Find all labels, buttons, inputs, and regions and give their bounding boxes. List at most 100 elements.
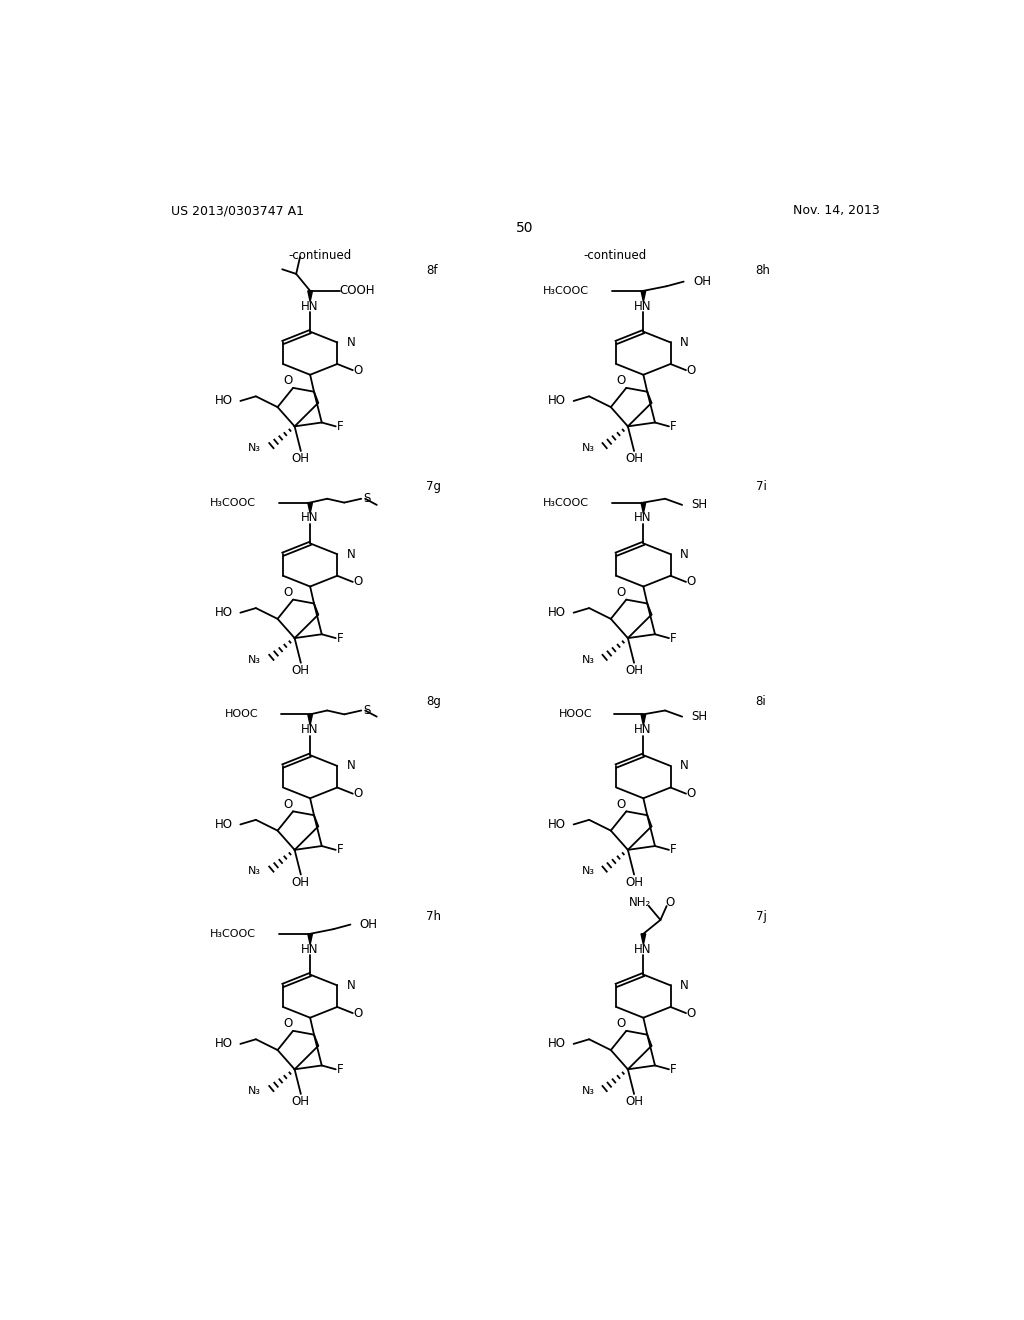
Text: O: O <box>353 363 362 376</box>
Text: S: S <box>364 704 371 717</box>
Text: O: O <box>616 586 626 599</box>
Text: N₃: N₃ <box>582 1086 595 1096</box>
Text: OH: OH <box>625 664 643 677</box>
Text: HO: HO <box>215 606 232 619</box>
Text: F: F <box>337 843 344 857</box>
Text: O: O <box>283 586 292 599</box>
Text: O: O <box>687 576 696 589</box>
Polygon shape <box>641 503 646 513</box>
Text: HN: HN <box>634 511 651 524</box>
Text: S: S <box>364 492 371 506</box>
Text: HN: HN <box>301 300 318 313</box>
Text: H₃COOC: H₃COOC <box>543 286 589 296</box>
Text: O: O <box>353 787 362 800</box>
Text: N: N <box>680 759 688 772</box>
Text: 50: 50 <box>516 220 534 235</box>
Text: HO: HO <box>215 1038 232 1051</box>
Text: OH: OH <box>359 917 378 931</box>
Text: N₃: N₃ <box>582 444 595 453</box>
Text: 8f: 8f <box>426 264 438 277</box>
Text: HOOC: HOOC <box>559 709 592 719</box>
Polygon shape <box>641 933 646 945</box>
Polygon shape <box>308 503 312 513</box>
Text: O: O <box>283 375 292 388</box>
Text: O: O <box>666 896 675 908</box>
Text: N: N <box>346 979 355 991</box>
Text: N₃: N₃ <box>248 655 261 665</box>
Text: O: O <box>283 1018 292 1031</box>
Text: H₃COOC: H₃COOC <box>210 929 256 939</box>
Text: 8i: 8i <box>756 694 767 708</box>
Text: F: F <box>671 631 677 644</box>
Text: N₃: N₃ <box>582 655 595 665</box>
Text: HO: HO <box>215 395 232 408</box>
Text: HO: HO <box>215 818 232 832</box>
Text: OH: OH <box>625 875 643 888</box>
Text: OH: OH <box>625 1096 643 1109</box>
Text: F: F <box>671 1063 677 1076</box>
Text: HO: HO <box>548 818 566 832</box>
Text: O: O <box>687 363 696 376</box>
Polygon shape <box>308 714 312 725</box>
Text: F: F <box>337 1063 344 1076</box>
Text: N: N <box>346 759 355 772</box>
Text: HN: HN <box>301 942 318 956</box>
Text: O: O <box>283 797 292 810</box>
Text: HN: HN <box>634 723 651 737</box>
Text: H₃COOC: H₃COOC <box>210 498 256 508</box>
Polygon shape <box>641 290 646 302</box>
Text: F: F <box>337 420 344 433</box>
Text: 7j: 7j <box>756 911 767 924</box>
Text: OH: OH <box>292 875 310 888</box>
Text: OH: OH <box>292 453 310 465</box>
Text: 8g: 8g <box>426 694 441 708</box>
Text: N: N <box>680 979 688 991</box>
Text: HO: HO <box>548 1038 566 1051</box>
Text: HO: HO <box>548 395 566 408</box>
Text: N₃: N₃ <box>582 866 595 876</box>
Text: O: O <box>616 1018 626 1031</box>
Text: F: F <box>671 420 677 433</box>
Text: COOH: COOH <box>339 284 375 297</box>
Text: O: O <box>353 1007 362 1019</box>
Text: HO: HO <box>548 606 566 619</box>
Text: O: O <box>687 1007 696 1019</box>
Text: HN: HN <box>634 300 651 313</box>
Text: N: N <box>680 548 688 561</box>
Text: -continued: -continued <box>289 249 352 261</box>
Text: HN: HN <box>301 511 318 524</box>
Text: O: O <box>687 787 696 800</box>
Text: 8h: 8h <box>756 264 771 277</box>
Text: OH: OH <box>693 275 711 288</box>
Text: NH₂: NH₂ <box>629 896 650 908</box>
Text: OH: OH <box>292 1096 310 1109</box>
Text: N₃: N₃ <box>248 444 261 453</box>
Text: O: O <box>616 375 626 388</box>
Text: HN: HN <box>301 723 318 737</box>
Text: N: N <box>346 335 355 348</box>
Text: N₃: N₃ <box>248 866 261 876</box>
Text: HOOC: HOOC <box>225 709 259 719</box>
Text: F: F <box>337 631 344 644</box>
Text: O: O <box>353 576 362 589</box>
Polygon shape <box>308 290 312 302</box>
Text: N₃: N₃ <box>248 1086 261 1096</box>
Text: 7i: 7i <box>756 480 767 492</box>
Text: 7h: 7h <box>426 911 441 924</box>
Text: SH: SH <box>691 499 708 511</box>
Text: N: N <box>346 548 355 561</box>
Text: N: N <box>680 335 688 348</box>
Text: US 2013/0303747 A1: US 2013/0303747 A1 <box>171 205 304 218</box>
Text: Nov. 14, 2013: Nov. 14, 2013 <box>793 205 880 218</box>
Text: O: O <box>616 797 626 810</box>
Text: HN: HN <box>634 942 651 956</box>
Text: H₃COOC: H₃COOC <box>543 498 589 508</box>
Polygon shape <box>308 933 312 945</box>
Text: OH: OH <box>292 664 310 677</box>
Text: F: F <box>671 843 677 857</box>
Text: SH: SH <box>691 710 708 723</box>
Text: -continued: -continued <box>583 249 646 261</box>
Polygon shape <box>641 714 646 725</box>
Text: 7g: 7g <box>426 480 441 492</box>
Text: OH: OH <box>625 453 643 465</box>
